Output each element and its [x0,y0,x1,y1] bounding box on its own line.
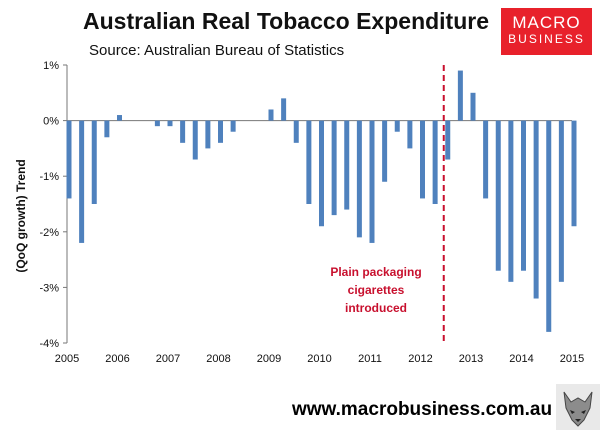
chart-title: Australian Real Tobacco Expenditure [83,8,490,34]
bar [79,120,85,243]
bar [394,120,400,132]
x-tick-label: 2010 [307,353,331,365]
x-tick-label: 2006 [105,353,129,365]
x-tick-label: 2007 [156,353,180,365]
bar [382,120,388,182]
x-tick-label: 2012 [408,353,432,365]
bar [230,120,236,132]
bar [66,120,72,199]
y-tick-label: -1% [39,171,59,183]
bar [533,120,539,299]
bar [470,92,476,121]
x-tick-label: 2005 [55,353,79,365]
bar [356,120,362,238]
bar [445,120,451,160]
bar [154,120,160,127]
bar [91,120,97,204]
bar [293,120,299,143]
bar [268,109,274,121]
bar [331,120,337,216]
bar [281,98,287,121]
y-tick-label: -4% [39,338,59,350]
bar [218,120,223,143]
bar [319,120,324,227]
bar [192,120,198,160]
bar [432,120,438,204]
bar [180,120,186,143]
y-axis-label: (QoQ growth) Trend [14,159,28,272]
bar [407,120,413,149]
x-tick-label: 2013 [459,353,483,365]
y-tick-label: -2% [39,227,59,239]
bar [546,120,552,332]
logo-line-1: MACRO [512,13,581,32]
bar [369,120,375,243]
bar [457,70,463,121]
y-tick-label: 1% [43,60,59,72]
logo-line-2: BUSINESS [508,32,585,46]
bar [344,120,350,210]
macrobusiness-logo: MACRO BUSINESS [501,8,592,55]
bar [495,120,501,271]
chart-source: Source: Australian Bureau of Statistics [89,42,345,59]
bar [483,120,489,199]
bar [117,115,122,121]
x-tick-label: 2009 [257,353,281,365]
x-tick-label: 2008 [206,353,230,365]
bar [205,120,211,149]
y-tick-label: -3% [39,282,59,294]
bar-chart: 1% 0% -1% -2% -3% -4% 2005 2006 2007 2008 2009 2010… [14,60,584,365]
x-tick-label: 2011 [358,353,382,365]
x-tick-label: 2014 [509,353,533,365]
bar [521,120,526,271]
wolf-logo-icon [556,384,600,430]
annotation-text: cigarettes [348,283,405,297]
bar [508,120,514,282]
annotation-text: Plain packaging [330,265,421,279]
bar [167,120,173,127]
bar [104,120,110,138]
bar [571,120,577,227]
x-tick-label: 2015 [560,353,584,365]
annotation-text: introduced [345,301,407,315]
y-tick-label: 0% [43,116,59,128]
bar [420,120,425,199]
website-url: www.macrobusiness.com.au [292,399,553,420]
bar [558,120,564,282]
bar [306,120,312,204]
